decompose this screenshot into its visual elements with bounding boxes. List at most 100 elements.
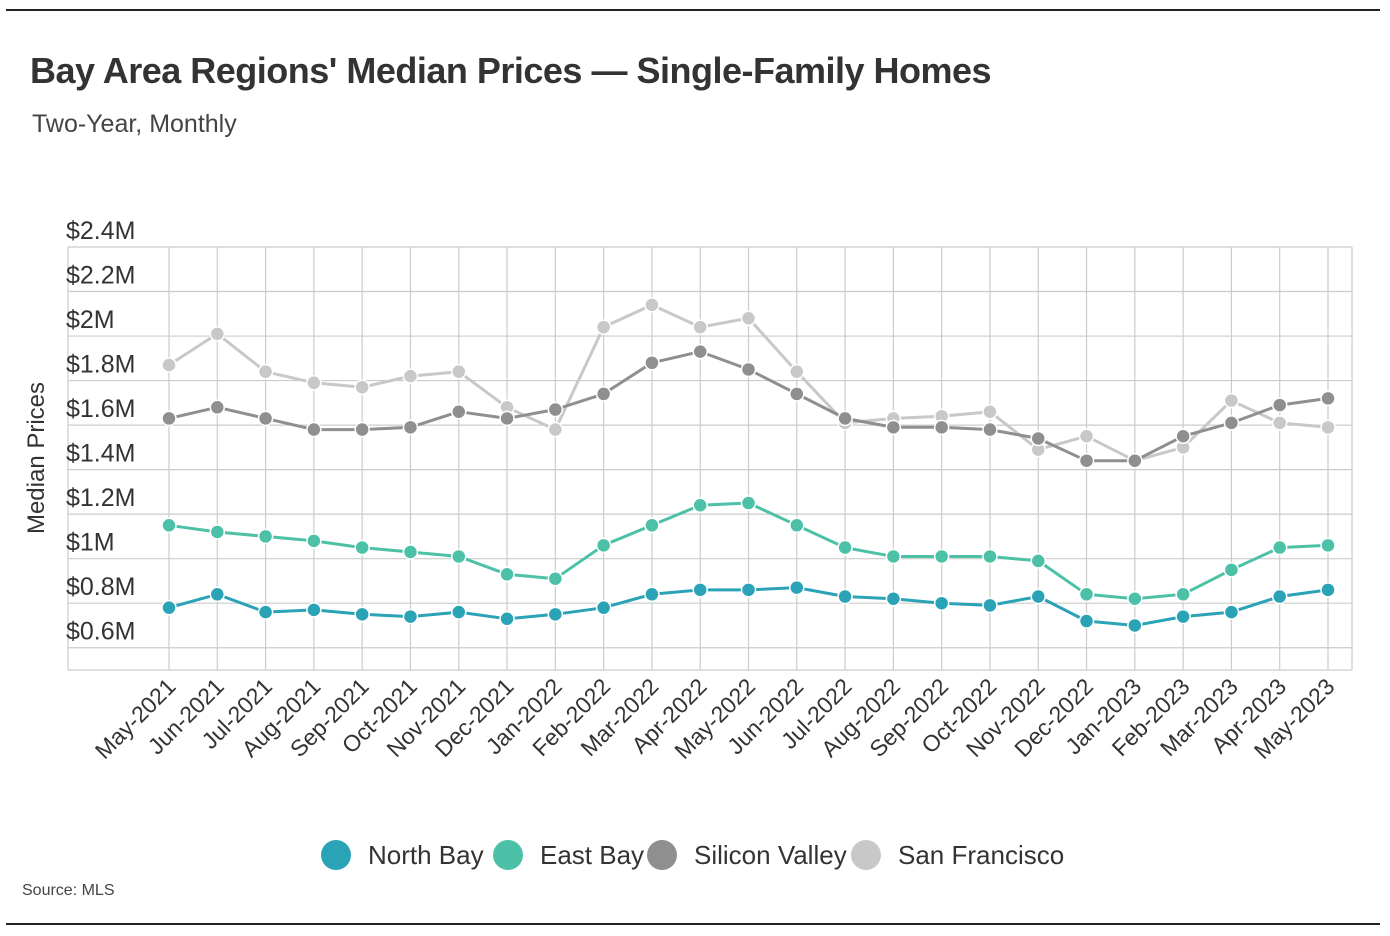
data-point-silicon-valley bbox=[257, 410, 274, 427]
chart-title: Bay Area Regions' Median Prices — Single… bbox=[30, 50, 992, 91]
data-point-silicon-valley bbox=[1078, 452, 1095, 469]
data-point-north-bay bbox=[692, 582, 708, 598]
data-point-north-bay bbox=[1223, 604, 1240, 620]
data-point-san-francisco bbox=[982, 403, 998, 420]
data-point-north-bay bbox=[161, 599, 177, 616]
data-point-silicon-valley bbox=[161, 410, 177, 427]
data-point-east-bay bbox=[740, 495, 757, 511]
legend-label: North Bay bbox=[368, 840, 484, 870]
legend-item-north-bay: North Bay bbox=[321, 840, 484, 870]
data-point-east-bay bbox=[499, 566, 515, 583]
data-point-san-francisco bbox=[644, 297, 660, 313]
data-point-east-bay bbox=[1078, 586, 1095, 603]
data-point-north-bay bbox=[595, 599, 612, 616]
y-tick-label: $0.8M bbox=[66, 573, 135, 601]
data-point-silicon-valley bbox=[1127, 452, 1143, 469]
data-point-silicon-valley bbox=[1271, 397, 1288, 413]
data-point-north-bay bbox=[1175, 608, 1191, 625]
data-point-east-bay bbox=[209, 524, 226, 540]
data-point-north-bay bbox=[982, 597, 998, 614]
data-point-east-bay bbox=[644, 517, 660, 534]
data-point-silicon-valley bbox=[595, 386, 612, 402]
data-point-san-francisco bbox=[789, 363, 805, 380]
legend-item-silicon-valley: Silicon Valley bbox=[647, 840, 847, 870]
data-point-east-bay bbox=[354, 539, 370, 556]
data-point-east-bay bbox=[885, 548, 902, 565]
data-point-silicon-valley bbox=[306, 421, 322, 438]
data-point-silicon-valley bbox=[209, 399, 226, 416]
data-point-east-bay bbox=[692, 497, 708, 514]
data-point-east-bay bbox=[1030, 553, 1046, 569]
data-point-east-bay bbox=[306, 533, 322, 549]
data-point-san-francisco bbox=[1223, 392, 1240, 409]
data-point-east-bay bbox=[1223, 562, 1240, 578]
data-point-north-bay bbox=[306, 602, 322, 618]
y-tick-label: $1.6M bbox=[66, 395, 135, 423]
data-point-east-bay bbox=[257, 528, 274, 545]
data-point-north-bay bbox=[1320, 582, 1336, 598]
x-axis-ticks: May-2021Jun-2021Jul-2021Aug-2021Sep-2021… bbox=[90, 673, 1340, 764]
data-point-san-francisco bbox=[451, 363, 467, 380]
data-point-north-bay bbox=[1078, 613, 1095, 629]
y-axis-ticks: $0.6M $0.8M $1M $1.2M $1.4M $1.6M $1.8M $2M $2.2… bbox=[66, 217, 135, 646]
data-point-east-bay bbox=[837, 539, 853, 556]
data-point-north-bay bbox=[789, 579, 805, 596]
data-point-north-bay bbox=[257, 604, 274, 620]
data-point-silicon-valley bbox=[982, 421, 998, 438]
data-point-silicon-valley bbox=[1175, 428, 1191, 444]
data-point-san-francisco bbox=[354, 379, 370, 396]
legend-swatch bbox=[493, 840, 523, 870]
y-tick-label: $2M bbox=[66, 306, 115, 334]
data-point-silicon-valley bbox=[499, 410, 515, 427]
data-point-east-bay bbox=[1175, 586, 1191, 603]
data-point-san-francisco bbox=[209, 326, 226, 342]
data-point-silicon-valley bbox=[354, 421, 370, 438]
series-silicon-valley bbox=[161, 343, 1336, 469]
source-note: Source: MLS bbox=[22, 882, 115, 899]
data-point-east-bay bbox=[789, 517, 805, 534]
data-point-silicon-valley bbox=[451, 403, 467, 420]
legend-label: San Francisco bbox=[898, 840, 1064, 870]
y-tick-label: $0.6M bbox=[66, 618, 135, 646]
data-point-east-bay bbox=[595, 537, 612, 554]
data-point-north-bay bbox=[1030, 588, 1046, 605]
data-point-north-bay bbox=[402, 608, 419, 625]
legend: North Bay East Bay Silicon Valley San Franc… bbox=[321, 840, 1064, 870]
y-tick-label: $1.2M bbox=[66, 484, 135, 512]
legend-item-east-bay: East Bay bbox=[493, 840, 644, 870]
data-point-north-bay bbox=[885, 591, 902, 607]
data-point-north-bay bbox=[837, 588, 853, 605]
data-point-north-bay bbox=[644, 586, 660, 603]
data-point-north-bay bbox=[1127, 617, 1143, 634]
data-point-san-francisco bbox=[692, 319, 708, 335]
data-point-north-bay bbox=[933, 595, 950, 611]
series-north-bay bbox=[161, 579, 1336, 634]
data-point-san-francisco bbox=[1320, 419, 1336, 436]
y-tick-label: $2.4M bbox=[66, 217, 135, 245]
data-point-san-francisco bbox=[740, 310, 757, 326]
data-point-silicon-valley bbox=[789, 386, 805, 402]
data-point-san-francisco bbox=[547, 421, 564, 438]
data-point-silicon-valley bbox=[885, 419, 902, 436]
data-point-east-bay bbox=[1271, 539, 1288, 556]
data-point-san-francisco bbox=[402, 368, 419, 384]
legend-label: Silicon Valley bbox=[694, 840, 847, 870]
data-point-silicon-valley bbox=[1223, 415, 1240, 431]
data-point-silicon-valley bbox=[547, 401, 564, 418]
chart-subtitle: Two-Year, Monthly bbox=[32, 110, 237, 138]
y-tick-label: $1.8M bbox=[66, 351, 135, 379]
y-axis-label: Median Prices bbox=[23, 382, 50, 534]
data-point-east-bay bbox=[547, 570, 564, 587]
data-point-north-bay bbox=[451, 604, 467, 620]
data-point-silicon-valley bbox=[933, 419, 950, 436]
legend-swatch bbox=[321, 840, 351, 870]
data-point-north-bay bbox=[499, 611, 515, 627]
y-tick-label: $1.4M bbox=[66, 440, 135, 468]
data-point-silicon-valley bbox=[644, 355, 660, 371]
legend-label: East Bay bbox=[540, 840, 644, 870]
data-point-north-bay bbox=[354, 606, 370, 623]
top-rule bbox=[6, 9, 1380, 11]
data-point-silicon-valley bbox=[837, 410, 853, 427]
data-point-silicon-valley bbox=[402, 419, 419, 436]
